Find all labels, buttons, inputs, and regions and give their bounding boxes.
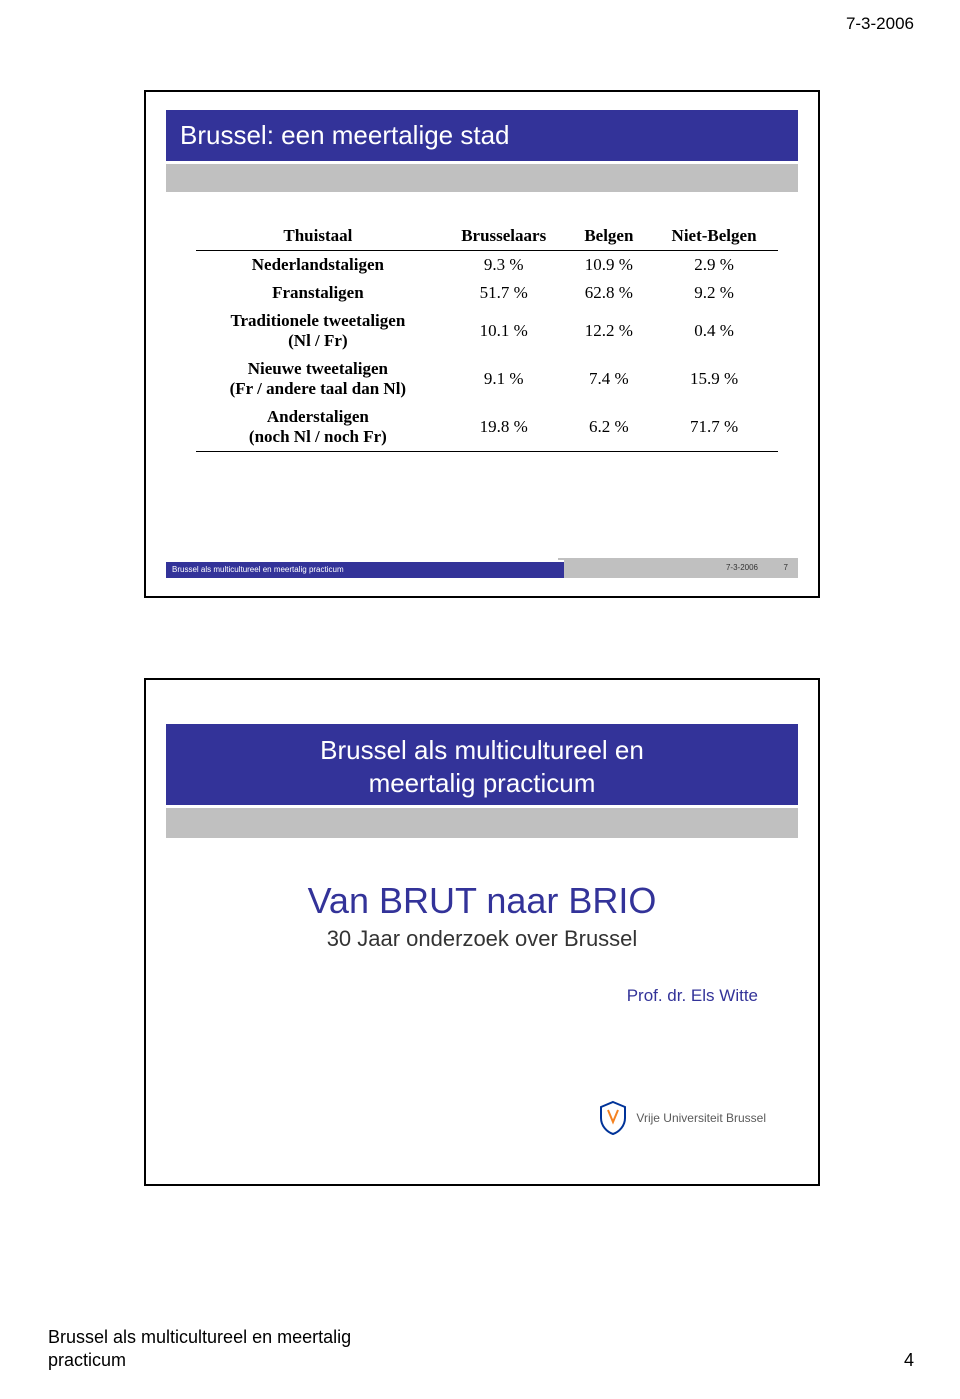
th-nietbelgen: Niet-Belgen xyxy=(650,222,778,251)
page-number: 4 xyxy=(904,1350,914,1371)
cell: 15.9 % xyxy=(650,355,778,403)
cell: 51.7 % xyxy=(440,279,568,307)
slide2-body: Van BRUT naar BRIO 30 Jaar onderzoek ove… xyxy=(146,880,818,952)
slide1-footer-date: 7-3-2006 xyxy=(726,563,758,572)
vub-logo: Vrije Universiteit Brussel xyxy=(598,1100,766,1136)
row-label: Nederlandstaligen xyxy=(196,251,440,280)
row-label: Franstaligen xyxy=(196,279,440,307)
slide2-author: Prof. dr. Els Witte xyxy=(146,986,758,1006)
row-label: Nieuwe tweetaligen (Fr / andere taal dan… xyxy=(196,355,440,403)
table-row: Nederlandstaligen 9.3 % 10.9 % 2.9 % xyxy=(196,251,778,280)
cell: 6.2 % xyxy=(568,403,650,452)
slide2-subline: 30 Jaar onderzoek over Brussel xyxy=(146,926,818,952)
header-date: 7-3-2006 xyxy=(846,14,914,34)
slide2-gray-strip xyxy=(166,808,798,838)
slide1-footer-page: 7 xyxy=(784,558,788,578)
th-belgen: Belgen xyxy=(568,222,650,251)
slide2-heading: Van BRUT naar BRIO xyxy=(146,880,818,922)
slide1-footer-gray: 7-3-2006 7 xyxy=(558,558,798,578)
cell: 71.7 % xyxy=(650,403,778,452)
slide2-title: Brussel als multicultureel en meertalig … xyxy=(166,724,798,808)
table-row: Nieuwe tweetaligen (Fr / andere taal dan… xyxy=(196,355,778,403)
slide-1: Brussel: een meertalige stad Thuistaal B… xyxy=(144,90,820,598)
slide1-footer-band: 7-3-2006 7 Brussel als multicultureel en… xyxy=(166,550,798,578)
row-label: Anderstaligen (noch Nl / noch Fr) xyxy=(196,403,440,452)
cell: 9.1 % xyxy=(440,355,568,403)
page: 7-3-2006 Brussel: een meertalige stad Th… xyxy=(0,0,960,1399)
slide1-footer-blue: Brussel als multicultureel en meertalig … xyxy=(166,560,564,578)
cell: 12.2 % xyxy=(568,307,650,355)
slide1-table-wrap: Thuistaal Brusselaars Belgen Niet-Belgen… xyxy=(196,222,778,452)
cell: 7.4 % xyxy=(568,355,650,403)
table-row: Franstaligen 51.7 % 62.8 % 9.2 % xyxy=(196,279,778,307)
cell: 19.8 % xyxy=(440,403,568,452)
table-row: Traditionele tweetaligen (Nl / Fr) 10.1 … xyxy=(196,307,778,355)
vub-shield-icon xyxy=(598,1100,628,1136)
slide1-title: Brussel: een meertalige stad xyxy=(166,110,798,164)
row-label: Traditionele tweetaligen (Nl / Fr) xyxy=(196,307,440,355)
vub-label: Vrije Universiteit Brussel xyxy=(636,1111,766,1125)
cell: 9.3 % xyxy=(440,251,568,280)
cell: 62.8 % xyxy=(568,279,650,307)
page-footer: Brussel als multicultureel en meertalig … xyxy=(48,1326,351,1371)
slide1-gray-strip xyxy=(166,164,798,192)
cell: 0.4 % xyxy=(650,307,778,355)
slide-2: Brussel als multicultureel en meertalig … xyxy=(144,678,820,1186)
cell: 10.1 % xyxy=(440,307,568,355)
slide1-footer: 7-3-2006 7 Brussel als multicultureel en… xyxy=(166,550,798,578)
table-row: Anderstaligen (noch Nl / noch Fr) 19.8 %… xyxy=(196,403,778,452)
cell: 10.9 % xyxy=(568,251,650,280)
th-brusselaars: Brusselaars xyxy=(440,222,568,251)
cell: 2.9 % xyxy=(650,251,778,280)
th-thuistaal: Thuistaal xyxy=(196,222,440,251)
language-table: Thuistaal Brusselaars Belgen Niet-Belgen… xyxy=(196,222,778,452)
cell: 9.2 % xyxy=(650,279,778,307)
